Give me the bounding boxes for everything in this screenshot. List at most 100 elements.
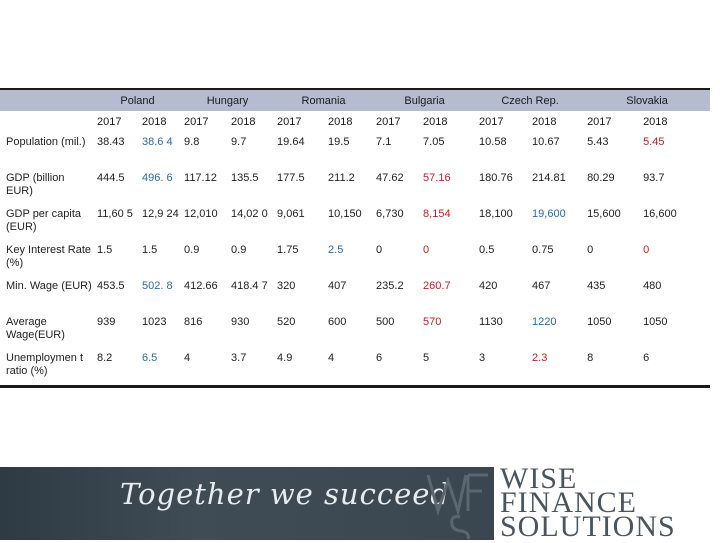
table-row: Min. Wage (EUR) 453.5 502. 8 412.66 418.… (0, 276, 710, 312)
logo-line-3: SOLUTIONS (500, 510, 676, 543)
table-cell: 211.2 (328, 172, 355, 184)
table-cell: 1050 (587, 316, 612, 328)
table-row: Population (mil.) 38.43 38.6 4 9.8 9.7 1… (0, 132, 710, 168)
table-cell: 0.9 (231, 244, 247, 256)
year-header: 2017 (277, 115, 302, 128)
table-cell: 214.81 (532, 172, 566, 184)
table-cell: 180.76 (479, 172, 513, 184)
table-cell: 1220 (532, 316, 557, 328)
table-cell: 480 (643, 280, 662, 292)
footer-banner: Together we succeed WISE FINANCE SOLUTIO… (0, 462, 720, 543)
table-cell: 19.64 (277, 136, 305, 148)
year-header: 2018 (423, 115, 448, 128)
year-header-row: 2017 2018 2017 2018 2017 2018 2017 2018 … (0, 111, 710, 132)
row-label: Unemploymen t ratio (%) (0, 348, 94, 388)
row-label: Population (mil.) (6, 136, 86, 148)
table-cell: 496. 6 (142, 172, 173, 184)
table-cell: 8 (584, 348, 641, 388)
table-cell: 19.5 (328, 136, 350, 148)
country-header-romania: Romania (274, 88, 374, 111)
table-cell: 1130 (479, 316, 503, 328)
table-cell: 4.9 (274, 348, 326, 388)
table-cell: 6,730 (376, 208, 404, 220)
table-cell: 520 (277, 316, 296, 328)
year-header: 2017 (184, 115, 209, 128)
table-cell: 0 (643, 244, 650, 256)
logo-line-1: WISE (500, 462, 578, 495)
table-cell: 16,600 (643, 208, 677, 220)
country-header-slovakia: Slovakia (584, 88, 711, 111)
table-cell: 412.66 (184, 280, 218, 292)
corner-cell (0, 88, 94, 111)
row-label: Average Wage(EUR) (6, 316, 65, 341)
table-cell: 10.67 (532, 136, 560, 148)
company-logo-text: WISE FINANCE SOLUTIONS (500, 462, 720, 543)
table-cell: 8,154 (423, 208, 451, 220)
table-cell: 57.16 (423, 172, 451, 184)
table-cell: 177.5 (277, 172, 305, 184)
row-label: GDP (billion EUR) (6, 172, 65, 197)
row-label: Min. Wage (EUR) (6, 280, 92, 292)
table-cell: 12,9 24 (142, 208, 179, 220)
table-cell: 5.45 (643, 136, 665, 148)
table-cell: 19,600 (532, 208, 566, 220)
table-cell: 38.6 4 (142, 136, 173, 148)
table-row: Unemploymen t ratio (%) 8.2 6.5 4 3.7 4.… (0, 348, 711, 388)
year-header: 2017 (587, 115, 612, 128)
table-row: GDP per capita (EUR) 11,60 5 12,9 24 12,… (0, 204, 710, 240)
table-cell: 9.8 (184, 136, 200, 148)
year-header: 2017 (97, 115, 122, 128)
logo-line-2: FINANCE (500, 486, 638, 519)
year-header: 2017 (479, 115, 504, 128)
table-cell: 7.05 (423, 136, 445, 148)
table-cell: 500 (376, 316, 395, 328)
table-cell: 7.1 (376, 136, 392, 148)
table-cell: 467 (532, 280, 551, 292)
table-cell: 1.5 (142, 244, 158, 256)
table-cell: 1.5 (97, 244, 113, 256)
table-cell: 0 (423, 244, 430, 256)
year-header: 2018 (643, 115, 668, 128)
table-cell: 418.4 7 (231, 280, 268, 292)
table-cell: 570 (423, 316, 442, 328)
country-header-czech: Czech Rep. (476, 88, 585, 111)
table-cell: 939 (97, 316, 116, 328)
table-row: Key Interest Rate (%) 1.5 1.5 0.9 0.9 1.… (0, 240, 710, 276)
table-cell: 453.5 (97, 280, 125, 292)
table-cell: 2.5 (328, 244, 344, 256)
table-row: GDP (billion EUR) 444.5 496. 6 117.12 13… (0, 168, 710, 204)
table-cell: 320 (277, 280, 296, 292)
table-cell: 502. 8 (142, 280, 173, 292)
table-cell: 117.12 (184, 172, 217, 184)
year-header: 2018 (231, 115, 256, 128)
table-cell: 4 (181, 348, 229, 388)
table-cell: 5.43 (587, 136, 609, 148)
table-cell: 1023 (142, 316, 167, 328)
table-cell: 435 (587, 280, 606, 292)
slogan-text: Together we succeed (120, 477, 450, 511)
table-cell: 47.62 (376, 172, 404, 184)
country-header-poland: Poland (94, 88, 182, 111)
table-cell: 0.9 (184, 244, 200, 256)
table-cell: 15,600 (587, 208, 621, 220)
table-cell: 444.5 (97, 172, 125, 184)
table-cell: 816 (184, 316, 203, 328)
table-cell: 407 (328, 280, 347, 292)
table-cell: 3 (476, 348, 530, 388)
table-cell: 135.5 (231, 172, 259, 184)
country-header-row: Poland Hungary Romania Bulgaria Czech Re… (0, 88, 711, 111)
table-cell: 9,061 (277, 208, 305, 220)
table-cell: 0 (376, 244, 383, 256)
table-cell: 2.3 (529, 348, 585, 388)
table-cell: 600 (328, 316, 347, 328)
economic-indicators-table-wrap: Poland Hungary Romania Bulgaria Czech Re… (0, 88, 711, 388)
footer-band: Together we succeed (0, 467, 494, 540)
table-cell: 0 (587, 244, 594, 256)
table-cell: 6.5 (139, 348, 182, 388)
year-header: 2018 (532, 115, 557, 128)
year-corner-cell (0, 111, 94, 132)
table-cell: 9.7 (231, 136, 247, 148)
table-cell: 18,100 (479, 208, 513, 220)
table-cell: 93.7 (643, 172, 665, 184)
table-cell: 14,02 0 (231, 208, 268, 220)
